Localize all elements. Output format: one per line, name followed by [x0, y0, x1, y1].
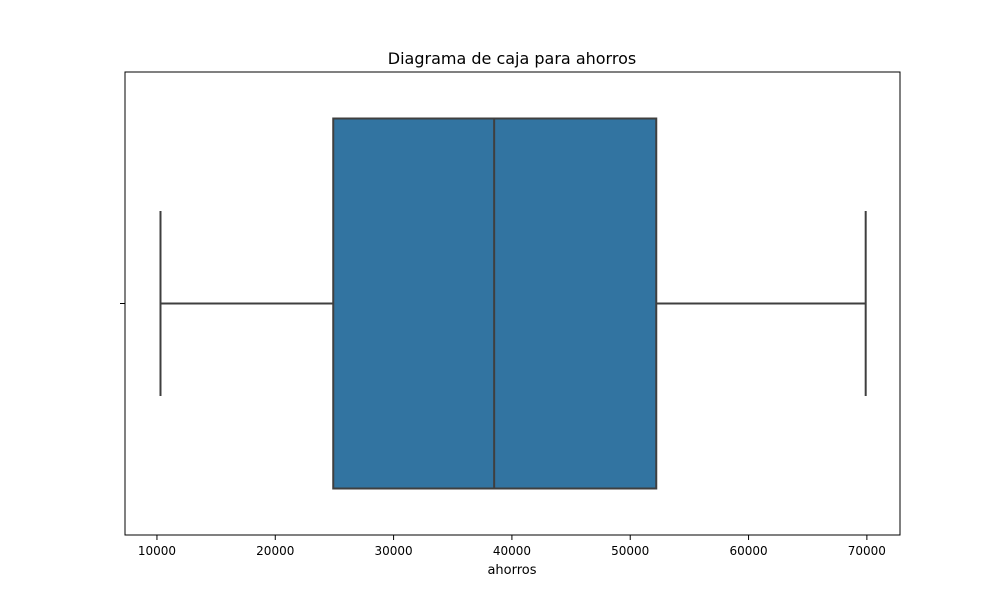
x-tick-label: 60000 — [729, 544, 767, 558]
x-axis-label: ahorros — [487, 563, 536, 578]
box-plot-group — [159, 117, 867, 490]
x-tick-label: 20000 — [256, 544, 294, 558]
x-tick-label: 30000 — [374, 544, 412, 558]
x-tick-label: 40000 — [493, 544, 531, 558]
chart-title: Diagrama de caja para ahorros — [388, 49, 636, 68]
x-tick-label: 50000 — [611, 544, 649, 558]
x-tick-label: 10000 — [138, 544, 176, 558]
x-axis-ticks: 10000 20000 30000 40000 50000 60000 70000 — [138, 535, 886, 558]
x-tick-label: 70000 — [848, 544, 886, 558]
